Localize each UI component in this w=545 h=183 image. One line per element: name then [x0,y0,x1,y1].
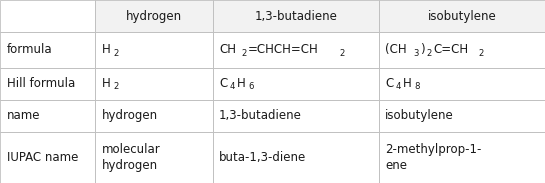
Bar [213,32,379,68]
Text: 2: 2 [339,48,344,58]
Text: 1,3-butadiene: 1,3-butadiene [219,109,302,122]
Bar [0,132,95,183]
Text: H: H [102,43,111,56]
Text: H: H [237,77,245,90]
Bar [0,0,95,32]
Bar [379,100,545,132]
Bar [0,132,95,183]
Text: isobutylene: isobutylene [385,109,454,122]
Bar [379,132,545,183]
Text: Hill formula: Hill formula [7,77,75,90]
Text: 3: 3 [413,48,419,58]
Text: =CHCH=CH: =CHCH=CH [248,43,319,56]
Text: hydrogen: hydrogen [126,10,182,23]
Bar [213,132,379,183]
Text: 1,3-butadiene: 1,3-butadiene [254,10,337,23]
Bar [213,32,379,68]
Text: 4: 4 [230,82,235,91]
Text: molecular
hydrogen: molecular hydrogen [102,143,161,172]
Bar [95,100,213,132]
Bar [213,68,379,100]
Bar [379,132,545,183]
Bar [213,100,379,132]
Bar [95,68,213,100]
Text: C: C [385,77,393,90]
Text: buta-1,3-diene: buta-1,3-diene [219,151,306,164]
Text: H: H [403,77,411,90]
Text: 2-methylprop-1-
ene: 2-methylprop-1- ene [385,143,482,172]
Text: (CH: (CH [385,43,407,56]
Bar [379,0,545,32]
Text: 2: 2 [426,48,432,58]
Bar [379,32,545,68]
Bar [95,0,213,32]
Text: 2: 2 [479,48,484,58]
Text: name: name [7,109,40,122]
Bar [0,68,95,100]
Bar [0,68,95,100]
Text: formula: formula [7,43,52,56]
Bar [0,100,95,132]
Text: 2: 2 [241,48,246,58]
Text: IUPAC name: IUPAC name [7,151,78,164]
Bar [0,100,95,132]
Bar [213,132,379,183]
Bar [379,0,545,32]
Text: ): ) [420,43,425,56]
Bar [213,0,379,32]
Bar [0,0,95,32]
Bar [95,32,213,68]
Text: C=CH: C=CH [433,43,468,56]
Text: 6: 6 [248,82,253,91]
Text: 2: 2 [113,48,119,58]
Text: isobutylene: isobutylene [427,10,496,23]
Bar [95,132,213,183]
Bar [379,68,545,100]
Bar [95,100,213,132]
Text: hydrogen: hydrogen [102,109,158,122]
Bar [213,100,379,132]
Bar [0,32,95,68]
Bar [95,132,213,183]
Bar [95,32,213,68]
Text: C: C [219,77,227,90]
Text: CH: CH [219,43,236,56]
Bar [379,32,545,68]
Bar [95,0,213,32]
Text: 4: 4 [396,82,401,91]
Bar [379,68,545,100]
Text: 8: 8 [414,82,420,91]
Bar [213,68,379,100]
Bar [0,32,95,68]
Bar [379,100,545,132]
Text: 2: 2 [113,82,119,91]
Bar [213,0,379,32]
Text: H: H [102,77,111,90]
Bar [95,68,213,100]
